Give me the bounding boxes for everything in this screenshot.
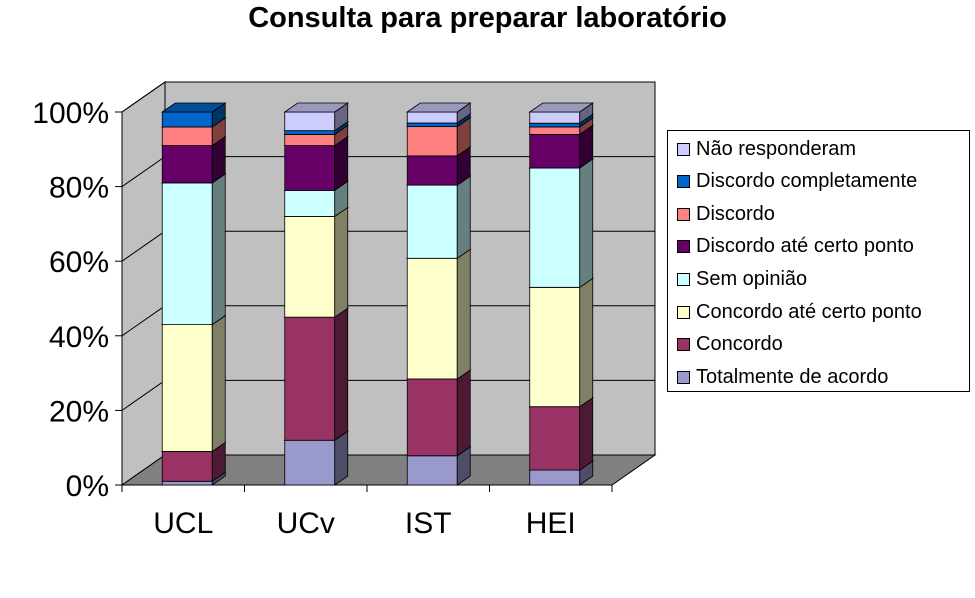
legend-swatch bbox=[677, 338, 690, 352]
bar-segment bbox=[283, 102, 350, 132]
bar-segment bbox=[405, 102, 472, 124]
gridline-side bbox=[121, 230, 166, 262]
legend-swatch bbox=[677, 207, 690, 221]
bar-segment bbox=[160, 314, 227, 453]
legend-item: Concordo até certo ponto bbox=[677, 301, 922, 323]
gridline-side bbox=[121, 156, 166, 188]
bar-segment bbox=[283, 206, 350, 318]
bar-segment bbox=[528, 396, 595, 471]
legend-label: Discordo bbox=[696, 202, 775, 225]
legend-label: Concordo até certo ponto bbox=[696, 300, 922, 323]
legend-swatch bbox=[677, 142, 690, 156]
legend-label: Não responderam bbox=[696, 137, 857, 160]
legend: Não responderam Discordo completamente Dis… bbox=[667, 130, 970, 392]
legend-label: Discordo completamente bbox=[696, 170, 918, 193]
gridline-side bbox=[121, 379, 166, 411]
bar-segment bbox=[405, 248, 472, 380]
gridline-side bbox=[121, 81, 166, 113]
y-tick-label: 80% bbox=[49, 172, 109, 205]
bar-segment bbox=[160, 173, 227, 326]
x-tick-label: UCL bbox=[153, 507, 213, 540]
bar-segment bbox=[528, 277, 595, 408]
legend-label: Sem opinião bbox=[696, 267, 808, 290]
bars bbox=[160, 102, 595, 486]
bar-segment bbox=[528, 158, 595, 289]
legend-label: Concordo bbox=[696, 333, 783, 356]
legend-swatch bbox=[677, 305, 690, 319]
legend-item: Sem opinião bbox=[677, 268, 807, 290]
x-tick-label: IST bbox=[405, 507, 452, 540]
plot-side-wall bbox=[121, 81, 166, 486]
x-axis-ticks: UCL UCv IST HEI bbox=[121, 485, 613, 540]
y-tick-label: 40% bbox=[49, 321, 109, 354]
x-tick-label: HEI bbox=[526, 507, 576, 540]
y-axis-ticks: 0% 20% 40% 60% 80% 100% bbox=[32, 97, 122, 503]
chart-title: Consulta para preparar laboratório bbox=[248, 2, 727, 34]
legend-item: Discordo completamente bbox=[677, 170, 918, 193]
legend-label: Discordo até certo ponto bbox=[696, 235, 914, 258]
legend-swatch bbox=[677, 240, 690, 254]
legend-swatch bbox=[677, 272, 690, 286]
y-tick-label: 0% bbox=[66, 470, 109, 503]
legend-item: Concordo bbox=[677, 333, 783, 356]
y-tick-label: 20% bbox=[49, 395, 109, 428]
gridline-side bbox=[121, 305, 166, 337]
legend-item: Totalmente de acordo bbox=[677, 366, 888, 388]
legend-item: Discordo até certo ponto bbox=[677, 235, 914, 258]
bar-segment bbox=[405, 369, 472, 457]
x-tick-label: UCv bbox=[277, 507, 335, 540]
bar-segment bbox=[160, 102, 227, 128]
legend-swatch bbox=[677, 175, 690, 189]
y-tick-label: 100% bbox=[32, 97, 109, 130]
bar-segment bbox=[528, 102, 595, 124]
legend-item: Discordo bbox=[677, 203, 775, 225]
legend-item: Não responderam bbox=[677, 138, 856, 160]
legend-swatch bbox=[677, 370, 690, 384]
legend-label: Totalmente de acordo bbox=[696, 365, 889, 388]
bar-segment bbox=[405, 175, 472, 260]
y-tick-label: 60% bbox=[49, 246, 109, 279]
bar-segment bbox=[283, 307, 350, 442]
